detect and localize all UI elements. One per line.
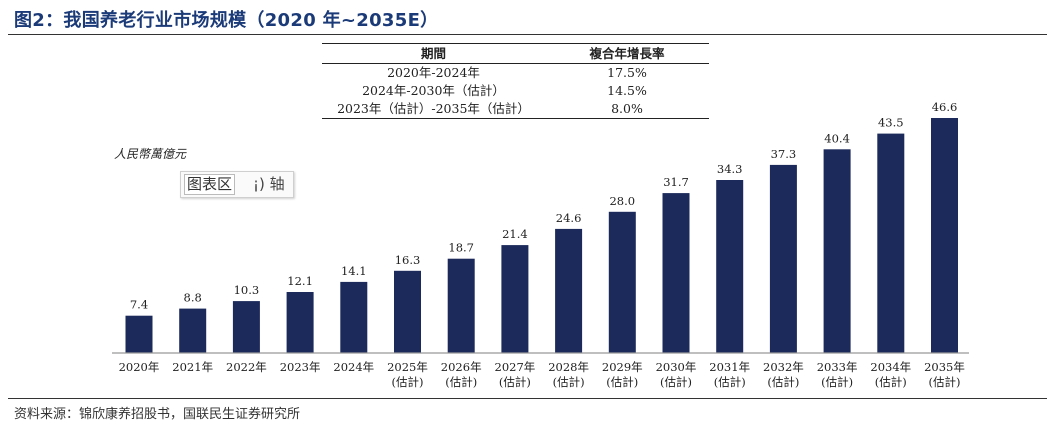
bar-2 bbox=[232, 301, 260, 353]
bar-6 bbox=[447, 258, 475, 353]
cagr-rate: 8.0% bbox=[611, 101, 643, 116]
bar-7 bbox=[501, 245, 529, 353]
bar-15 bbox=[931, 118, 958, 353]
x-tick-label: 2025年 bbox=[387, 360, 428, 374]
bar-12 bbox=[769, 164, 797, 353]
bar-value-label: 43.5 bbox=[878, 116, 904, 130]
source-note: 资料来源：锦欣康养招股书，国联民生证券研究所 bbox=[14, 407, 301, 422]
x-tick-label: (估計) bbox=[553, 375, 585, 389]
bar-value-label: 37.3 bbox=[771, 147, 797, 161]
cagr-header-rate: 複合年增長率 bbox=[589, 46, 665, 61]
x-tick-label: (估計) bbox=[660, 375, 692, 389]
bar-4 bbox=[340, 281, 368, 353]
x-tick-label: (估計) bbox=[714, 375, 746, 389]
chart-area-tooltip[interactable]: 图表区 ¡) 轴 bbox=[180, 171, 294, 198]
x-tick-label: 2027年 bbox=[495, 360, 536, 374]
bar-0 bbox=[125, 315, 153, 353]
bar-value-label: 21.4 bbox=[502, 227, 528, 241]
x-tick-label: 2021年 bbox=[172, 360, 213, 374]
cagr-rate: 17.5% bbox=[607, 65, 647, 80]
x-tick-label: (估計) bbox=[606, 375, 638, 389]
bar-8 bbox=[555, 228, 583, 353]
bar-value-label: 12.1 bbox=[287, 274, 313, 288]
x-tick-label: 2028年 bbox=[548, 360, 589, 374]
bar-value-label: 14.1 bbox=[341, 264, 367, 278]
x-tick-label: (估計) bbox=[929, 375, 961, 389]
x-tick-label: 2024年 bbox=[333, 360, 374, 374]
x-tick-label: 2030年 bbox=[656, 360, 697, 374]
x-tick-label: 2033年 bbox=[817, 360, 858, 374]
x-tick-label: (估計) bbox=[875, 375, 907, 389]
bar-value-label: 16.3 bbox=[395, 253, 421, 267]
x-tick-label: 2022年 bbox=[226, 360, 267, 374]
bar-value-label: 10.3 bbox=[234, 283, 260, 297]
bar-value-label: 34.3 bbox=[717, 162, 743, 176]
bar-14 bbox=[877, 133, 905, 353]
x-tick-label: 2023年 bbox=[280, 360, 321, 374]
bar-value-label: 24.6 bbox=[556, 211, 582, 225]
x-tick-label: (估計) bbox=[392, 375, 424, 389]
x-tick-label: (估計) bbox=[767, 375, 799, 389]
bar-11 bbox=[716, 180, 744, 353]
bar-value-label: 7.4 bbox=[130, 298, 148, 312]
y-axis-unit-label: 人民幣萬億元 bbox=[114, 147, 187, 161]
x-tick-label: 2029年 bbox=[602, 360, 643, 374]
cagr-period: 2024年-2030年（估計） bbox=[362, 83, 505, 98]
bar-value-label: 40.4 bbox=[824, 131, 850, 145]
tooltip-chart-area-label: 图表区 bbox=[184, 174, 236, 195]
bar-value-label: 18.7 bbox=[448, 241, 474, 255]
tooltip-axis-label: ¡) 轴 bbox=[253, 175, 285, 193]
cagr-table-row: 2024年-2030年（估計） 14.5% bbox=[322, 82, 709, 100]
cagr-period: 2023年（估計）-2035年（估計） bbox=[337, 101, 530, 116]
bar-value-label: 8.8 bbox=[184, 291, 202, 305]
cagr-table-row: 2020年-2024年 17.5% bbox=[322, 64, 709, 82]
bar-value-label: 46.6 bbox=[932, 100, 958, 114]
bar-10 bbox=[662, 193, 690, 353]
cagr-period: 2020年-2024年 bbox=[387, 65, 480, 80]
bar-5 bbox=[394, 270, 421, 353]
bar-value-label: 31.7 bbox=[663, 175, 689, 189]
bar-1 bbox=[179, 308, 207, 353]
x-tick-label: 2020年 bbox=[119, 360, 160, 374]
x-tick-label: 2034年 bbox=[870, 360, 911, 374]
bar-3 bbox=[286, 292, 314, 353]
bar-9 bbox=[608, 211, 636, 353]
cagr-table-row: 2023年（估計）-2035年（估計） 8.0% bbox=[322, 100, 709, 118]
bar-13 bbox=[823, 149, 851, 353]
x-tick-label: 2032年 bbox=[763, 360, 804, 374]
x-tick-label: (估計) bbox=[821, 375, 853, 389]
page-title: 图2：我国养老行业市场规模（2020 年~2035E） bbox=[14, 10, 439, 31]
x-tick-label: (估計) bbox=[445, 375, 477, 389]
title-divider bbox=[8, 34, 1047, 35]
x-tick-label: (估計) bbox=[499, 375, 531, 389]
x-tick-label: 2031年 bbox=[709, 360, 750, 374]
source-divider bbox=[8, 398, 1047, 399]
cagr-header-period: 期間 bbox=[420, 46, 446, 61]
cagr-table-header: 期間 複合年增長率 bbox=[322, 44, 709, 64]
bar-value-label: 28.0 bbox=[609, 194, 635, 208]
x-tick-label: 2035年 bbox=[924, 360, 965, 374]
cagr-rate: 14.5% bbox=[607, 83, 647, 98]
x-tick-label: 2026年 bbox=[441, 360, 482, 374]
cagr-table: 期間 複合年增長率 2020年-2024年 17.5% 2024年-2030年（… bbox=[322, 43, 709, 119]
